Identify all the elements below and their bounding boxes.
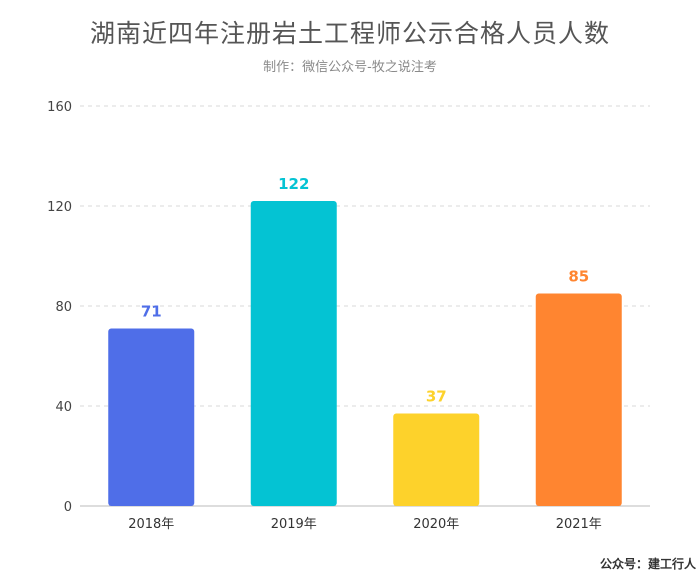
x-tick-label: 2018年 [128, 517, 174, 532]
data-label: 122 [278, 175, 309, 193]
y-tick-label: 160 [47, 100, 72, 115]
footer-watermark: 公众号：建工行人 [599, 557, 696, 571]
data-label: 71 [141, 303, 162, 321]
y-tick-label: 120 [47, 200, 72, 215]
chart-subtitle: 制作：微信公众号-牧之说注考 [263, 60, 437, 75]
bar [250, 201, 337, 506]
x-tick-label: 2021年 [556, 517, 602, 532]
x-tick-label: 2020年 [413, 517, 459, 532]
y-tick-label: 80 [55, 300, 72, 315]
y-tick-label: 40 [55, 400, 72, 415]
data-label: 37 [426, 388, 447, 406]
bar [535, 293, 622, 506]
chart-title: 湖南近四年注册岩土工程师公示合格人员人数 [89, 19, 610, 48]
bar [108, 328, 195, 506]
y-tick-label: 0 [64, 500, 72, 515]
x-tick-label: 2019年 [271, 517, 317, 532]
bar [393, 413, 480, 506]
data-label: 85 [568, 268, 589, 286]
